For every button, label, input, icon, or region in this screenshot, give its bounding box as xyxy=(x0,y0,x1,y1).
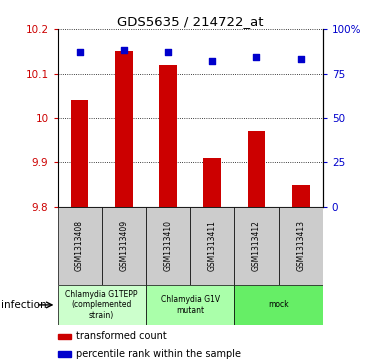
Point xyxy=(253,54,259,60)
Bar xyxy=(190,207,234,285)
Bar xyxy=(146,285,234,325)
Bar xyxy=(58,207,102,285)
Bar xyxy=(58,285,146,325)
Bar xyxy=(102,207,146,285)
Bar xyxy=(146,207,190,285)
Point xyxy=(298,56,303,62)
Bar xyxy=(292,185,309,207)
Text: GSM1313412: GSM1313412 xyxy=(252,220,261,272)
Text: Chlamydia G1TEPP
(complemented
strain): Chlamydia G1TEPP (complemented strain) xyxy=(65,290,138,320)
Text: GSM1313410: GSM1313410 xyxy=(164,220,173,272)
Text: transformed count: transformed count xyxy=(76,331,167,341)
Bar xyxy=(203,158,221,207)
Text: mock: mock xyxy=(268,301,289,309)
Text: percentile rank within the sample: percentile rank within the sample xyxy=(76,348,241,359)
Point xyxy=(209,58,215,64)
Bar xyxy=(279,207,323,285)
Point xyxy=(121,48,127,53)
Bar xyxy=(247,131,265,207)
Text: infection: infection xyxy=(1,300,47,310)
Bar xyxy=(58,334,71,339)
Point xyxy=(77,49,83,55)
Text: Chlamydia G1V
mutant: Chlamydia G1V mutant xyxy=(161,295,220,315)
Text: GSM1313408: GSM1313408 xyxy=(75,220,84,272)
Point xyxy=(165,49,171,55)
Title: GDS5635 / 214722_at: GDS5635 / 214722_at xyxy=(117,15,263,28)
Bar xyxy=(58,351,71,356)
Bar xyxy=(159,65,177,207)
Bar xyxy=(71,100,88,207)
Bar xyxy=(234,285,323,325)
Bar xyxy=(234,207,279,285)
Text: GSM1313409: GSM1313409 xyxy=(119,220,128,272)
Text: GSM1313413: GSM1313413 xyxy=(296,220,305,272)
Text: GSM1313411: GSM1313411 xyxy=(208,220,217,272)
Bar xyxy=(115,51,133,207)
